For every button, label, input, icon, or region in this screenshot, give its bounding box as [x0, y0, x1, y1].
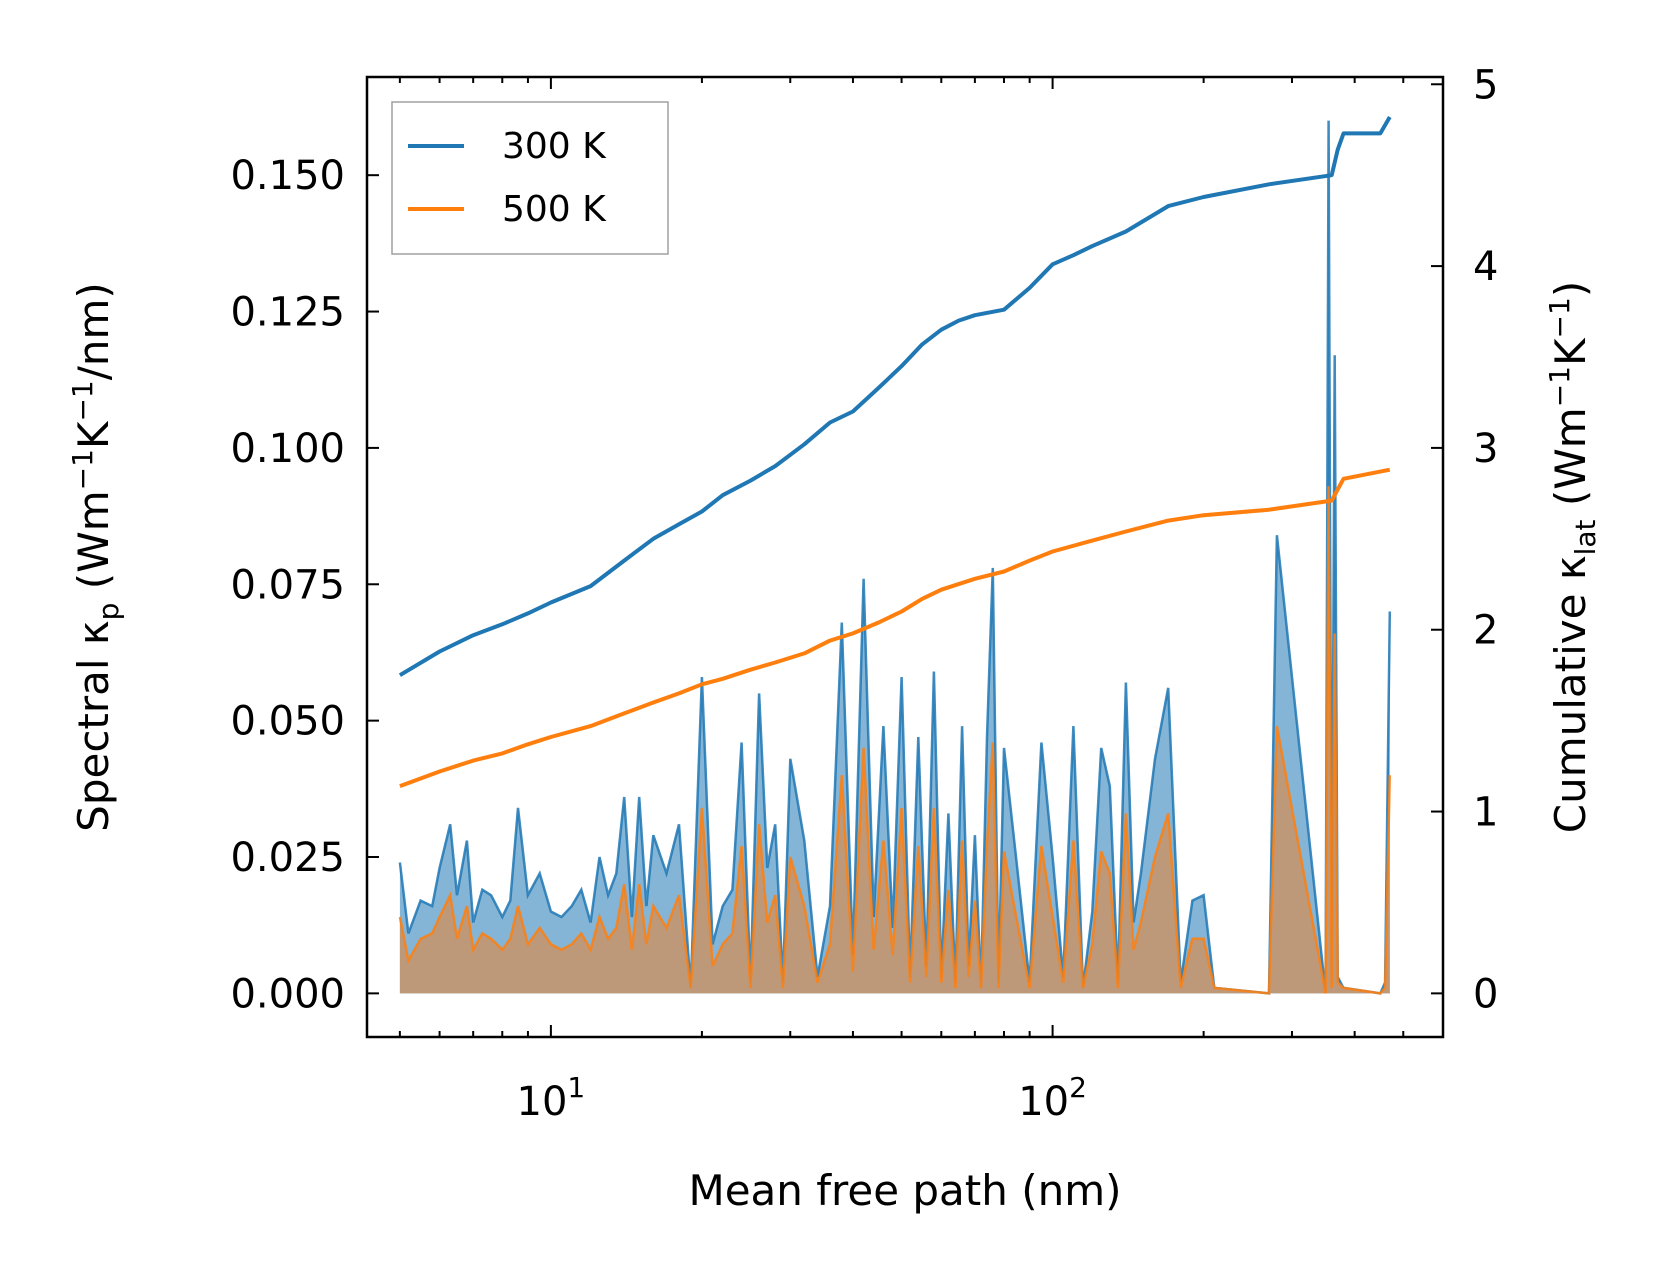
axis-ticks [367, 77, 1444, 1037]
cumulative-lines [398, 115, 1392, 788]
y-left-axis-title: Spectral κp (Wm−1K−1/nm) [66, 282, 125, 832]
y-left-title-part: (Wm [69, 490, 118, 602]
legend-label-500k: 500 K [502, 189, 607, 230]
y-right-tick-label: 1 [1473, 790, 1498, 836]
x-tick-label-base: 10 [1018, 1079, 1069, 1125]
y-right-tick-label: 5 [1473, 62, 1498, 108]
legend-box [391, 101, 669, 255]
y-left-tick-label: 0.025 [230, 835, 345, 881]
y-left-title-part: Spectral κ [69, 620, 118, 832]
y-right-tick-label: 3 [1473, 426, 1498, 472]
y-left-title-part: /nm) [69, 282, 118, 380]
y-left-title-sub: p [92, 603, 125, 621]
x-tick-label-base: 10 [517, 1079, 568, 1125]
y-left-title-sup: −1 [66, 449, 99, 490]
y-left-tick-label: 0.000 [230, 971, 345, 1017]
y-right-tick-label: 2 [1473, 608, 1498, 654]
y-left-tick-label: 0.050 [230, 699, 345, 745]
x-tick-label: 102 [1018, 1071, 1087, 1125]
y-right-title-part: K [1546, 337, 1595, 366]
x-axis-title: Mean free path (nm) [688, 1166, 1121, 1215]
x-tick-label-exp: 2 [1069, 1071, 1087, 1104]
y-left-tick-label: 0.125 [230, 290, 345, 336]
y-right-tick-label: 4 [1473, 244, 1498, 290]
cumulative-line-300k [398, 115, 1392, 677]
y-right-title-sup: −1 [1543, 366, 1576, 407]
y-right-title-sup: −1 [1543, 297, 1576, 338]
y-left-tick-label: 0.075 [230, 562, 345, 608]
spectral-area-300k-edge [398, 120, 1392, 995]
y-left-title-part: K [69, 420, 118, 449]
plot-frame [365, 75, 1445, 1039]
y-left-tick-label: 0.150 [230, 153, 345, 199]
y-right-title-part: Cumulative κ [1546, 555, 1595, 833]
y-left-tick-label: 0.100 [230, 426, 345, 472]
x-tick-label: 101 [517, 1071, 586, 1125]
spectral-fills [398, 120, 1392, 995]
y-right-axis-title: Cumulative κlat (Wm−1K−1) [1543, 281, 1602, 833]
y-right-title-part: (Wm [1546, 407, 1595, 519]
legend: 300 K 500 K [391, 101, 669, 255]
y-right-tick-label: 0 [1473, 971, 1498, 1017]
y-right-title-part: ) [1546, 281, 1595, 297]
y-left-title-sup: −1 [66, 380, 99, 421]
spectral-area-500k-edge [398, 486, 1392, 995]
legend-label-300k: 300 K [502, 126, 607, 167]
x-tick-label-exp: 1 [567, 1071, 585, 1104]
spectral-area-500k [399, 486, 1390, 994]
cumulative-line-500k [399, 467, 1391, 788]
axis-tick-labels: 101 1020.0000.0250.0500.0750.1000.1250.15… [230, 62, 1498, 1125]
y-right-title-sub: lat [1569, 519, 1602, 555]
